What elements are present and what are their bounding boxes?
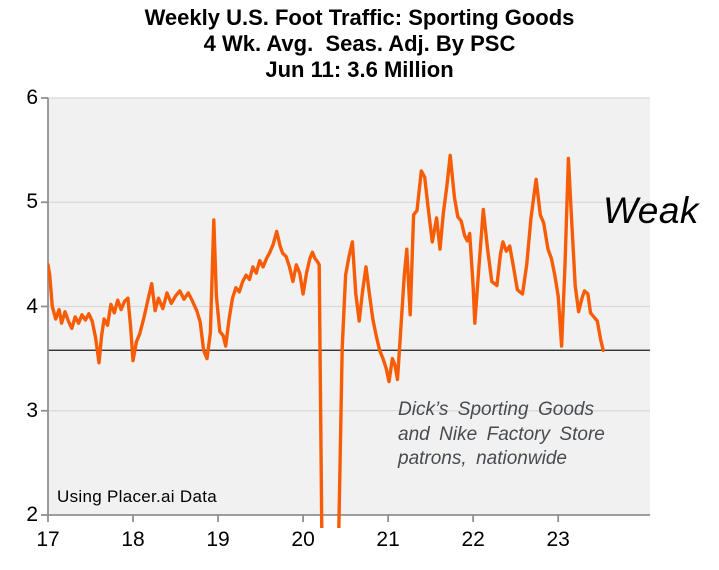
store-note-line-1: Dick’s Sporting Goods	[398, 399, 594, 420]
x-axis-label-17: 17	[36, 528, 60, 551]
traffic-line-series	[48, 153, 605, 528]
title-line-1: Weekly U.S. Foot Traffic: Sporting Goods	[144, 5, 575, 30]
title-line-3: Jun 11: 3.6 Million	[265, 57, 454, 82]
x-axis-label-22: 22	[461, 528, 485, 551]
store-note-line-3: patrons, nationwide	[398, 448, 567, 469]
store-note-line-2: and Nike Factory Store	[398, 423, 605, 445]
y-axis-label-3: 3	[26, 398, 38, 422]
y-axis-label-5: 5	[26, 190, 38, 214]
x-axis-label-18: 18	[121, 528, 145, 551]
y-axis-label-6: 6	[26, 86, 38, 109]
weak-annotation: Weak	[603, 190, 699, 231]
chart-title: Weekly U.S. Foot Traffic: Sporting Goods…	[0, 5, 719, 83]
y-axis-label-2: 2	[26, 503, 38, 526]
x-axis-label-21: 21	[376, 528, 400, 551]
axes	[41, 97, 650, 522]
x-axis-label-19: 19	[206, 528, 230, 551]
data-source-note: Using Placer.ai Data	[57, 487, 218, 506]
x-axis-label-20: 20	[291, 528, 315, 551]
store-note-annotation: Dick’s Sporting Goods and Nike Factory S…	[398, 398, 656, 472]
title-line-2: 4 Wk. Avg. Seas. Adj. By PSC	[203, 31, 516, 56]
x-axis-label-23: 23	[546, 528, 570, 551]
gridlines	[48, 97, 650, 412]
y-axis-label-4: 4	[26, 294, 38, 318]
